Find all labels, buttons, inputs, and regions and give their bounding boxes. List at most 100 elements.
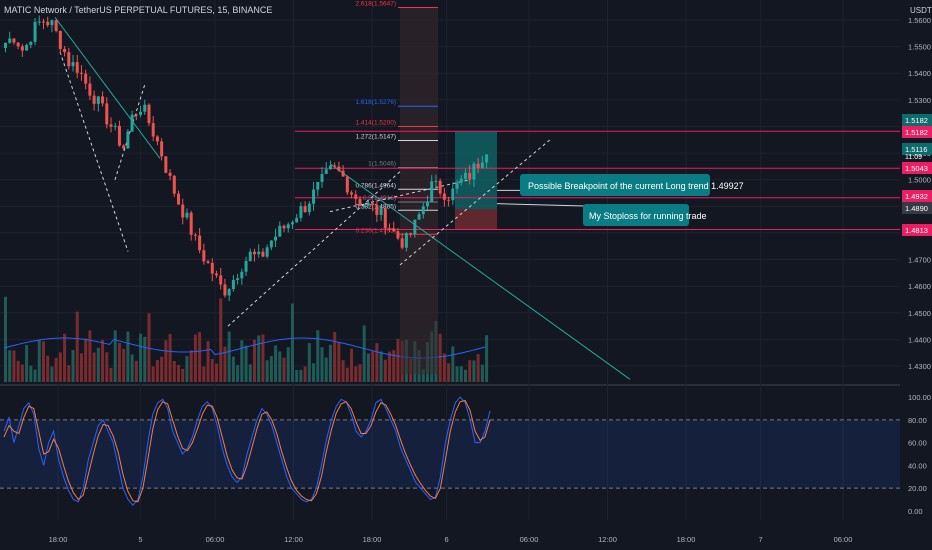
candle-body	[468, 172, 472, 180]
candle-body	[185, 212, 189, 218]
candle-body	[79, 72, 83, 74]
volume-bar	[265, 360, 269, 382]
candle-body	[366, 203, 370, 206]
candle-body	[333, 165, 337, 167]
volume-bar	[476, 354, 480, 382]
volume-bar	[337, 342, 341, 382]
volume-bar	[29, 365, 33, 382]
candle-body	[257, 251, 261, 255]
candle-body	[388, 228, 392, 230]
volume-bar	[286, 347, 290, 382]
volume-bar	[223, 346, 227, 382]
candle-body	[430, 181, 434, 202]
fib-level-label: 1.414(1.5200)	[356, 119, 396, 126]
volume-bar	[50, 366, 54, 382]
callout-box	[520, 174, 710, 196]
price-tick-label: 1.4700	[908, 256, 931, 265]
candle-body	[109, 124, 113, 127]
volume-bar	[210, 358, 214, 382]
fib-level-label: 0.786(1.4964)	[356, 182, 396, 189]
volume-bar	[155, 359, 159, 382]
volume-bar	[113, 330, 117, 382]
volume-bar	[96, 347, 100, 382]
candle-body	[8, 38, 12, 43]
trend-lines[interactable]	[54, 17, 900, 380]
volume-bar	[193, 334, 197, 382]
candle-body	[417, 214, 421, 220]
time-tick-label: 6	[444, 535, 448, 544]
volume-bar	[202, 366, 206, 382]
candle-body	[480, 162, 484, 168]
fib-level-label: 2.618(1.5647)	[356, 0, 396, 7]
price-label-tag	[902, 224, 932, 236]
volume-bar	[92, 352, 96, 382]
volume-bar	[4, 296, 7, 382]
candle-body	[320, 173, 324, 182]
price-label-text: 1.5182	[905, 116, 928, 125]
candle-body	[134, 114, 138, 116]
fib-level-label: 1.618(1.5276)	[356, 99, 396, 106]
candle-body	[126, 131, 130, 149]
stoch-line	[3, 399, 491, 503]
volume-bar	[117, 342, 121, 382]
price-tick-label: 1.4300	[908, 362, 931, 371]
target-zone	[455, 131, 497, 209]
candle-body	[447, 199, 451, 201]
stochastic-indicator	[0, 396, 900, 506]
volume-bar	[219, 298, 223, 382]
price-label-text: 1.4890	[905, 204, 928, 213]
candle-body	[274, 236, 278, 241]
candle-body	[37, 21, 41, 23]
candle-body	[75, 62, 79, 73]
callout-annotations[interactable]: Possible Breakpoint of the current Long …	[496, 174, 744, 226]
price-tick-label: 1.4400	[908, 335, 931, 344]
stoch-tick-label: 100.00	[908, 393, 931, 402]
volume-bar	[134, 360, 138, 382]
volume-bar	[101, 339, 105, 382]
time-axis: 18:00 5 06:00 12:00 18:00 6 06:00 12:00 18:00 7 06…	[49, 535, 853, 544]
volume-bar	[240, 340, 244, 382]
candle-body	[261, 251, 265, 257]
volume-bar	[303, 366, 307, 382]
candle-body	[341, 170, 345, 177]
volume-bar	[252, 339, 256, 382]
candle-body	[295, 217, 299, 223]
candle-body	[88, 83, 92, 96]
volume-bar	[472, 360, 476, 382]
volume-bar	[177, 364, 181, 382]
volume-bar	[88, 330, 92, 382]
candle-body	[202, 250, 206, 262]
volume-bar	[25, 345, 29, 382]
volume-bar	[459, 366, 463, 382]
fib-level-label: 1.272(1.5147)	[356, 134, 396, 141]
candle-body	[206, 261, 210, 263]
candle-body	[375, 204, 379, 215]
candle-body	[282, 225, 286, 229]
candle-body	[265, 247, 269, 257]
volume-bar	[316, 330, 320, 382]
candle-body	[362, 205, 366, 207]
currency-label: USDT	[910, 6, 932, 15]
candle-body	[41, 21, 45, 23]
volume-bar	[63, 333, 67, 382]
candle-body	[143, 104, 147, 112]
volume-bar	[379, 351, 383, 382]
candle-body	[312, 189, 316, 204]
price-label-tag	[902, 143, 932, 155]
time-tick-label: 5	[138, 535, 142, 544]
volume-bar	[463, 369, 467, 382]
price-label-text: 1.5116	[905, 145, 927, 154]
fib-level-label: 0.5(1.4916)	[363, 195, 396, 202]
volume-bar	[345, 367, 349, 382]
price-tick-label: 1.5300	[908, 96, 931, 105]
volume-bar	[442, 353, 446, 382]
candle-body	[413, 219, 417, 235]
candle-body	[151, 123, 155, 137]
candle-body	[29, 41, 33, 45]
dashed-channel-line	[227, 171, 401, 327]
volume-bar	[383, 359, 387, 382]
stoch-tick-label: 80.00	[908, 416, 927, 425]
stoch-tick-label: 40.00	[908, 461, 927, 470]
volume-bar	[227, 331, 231, 382]
